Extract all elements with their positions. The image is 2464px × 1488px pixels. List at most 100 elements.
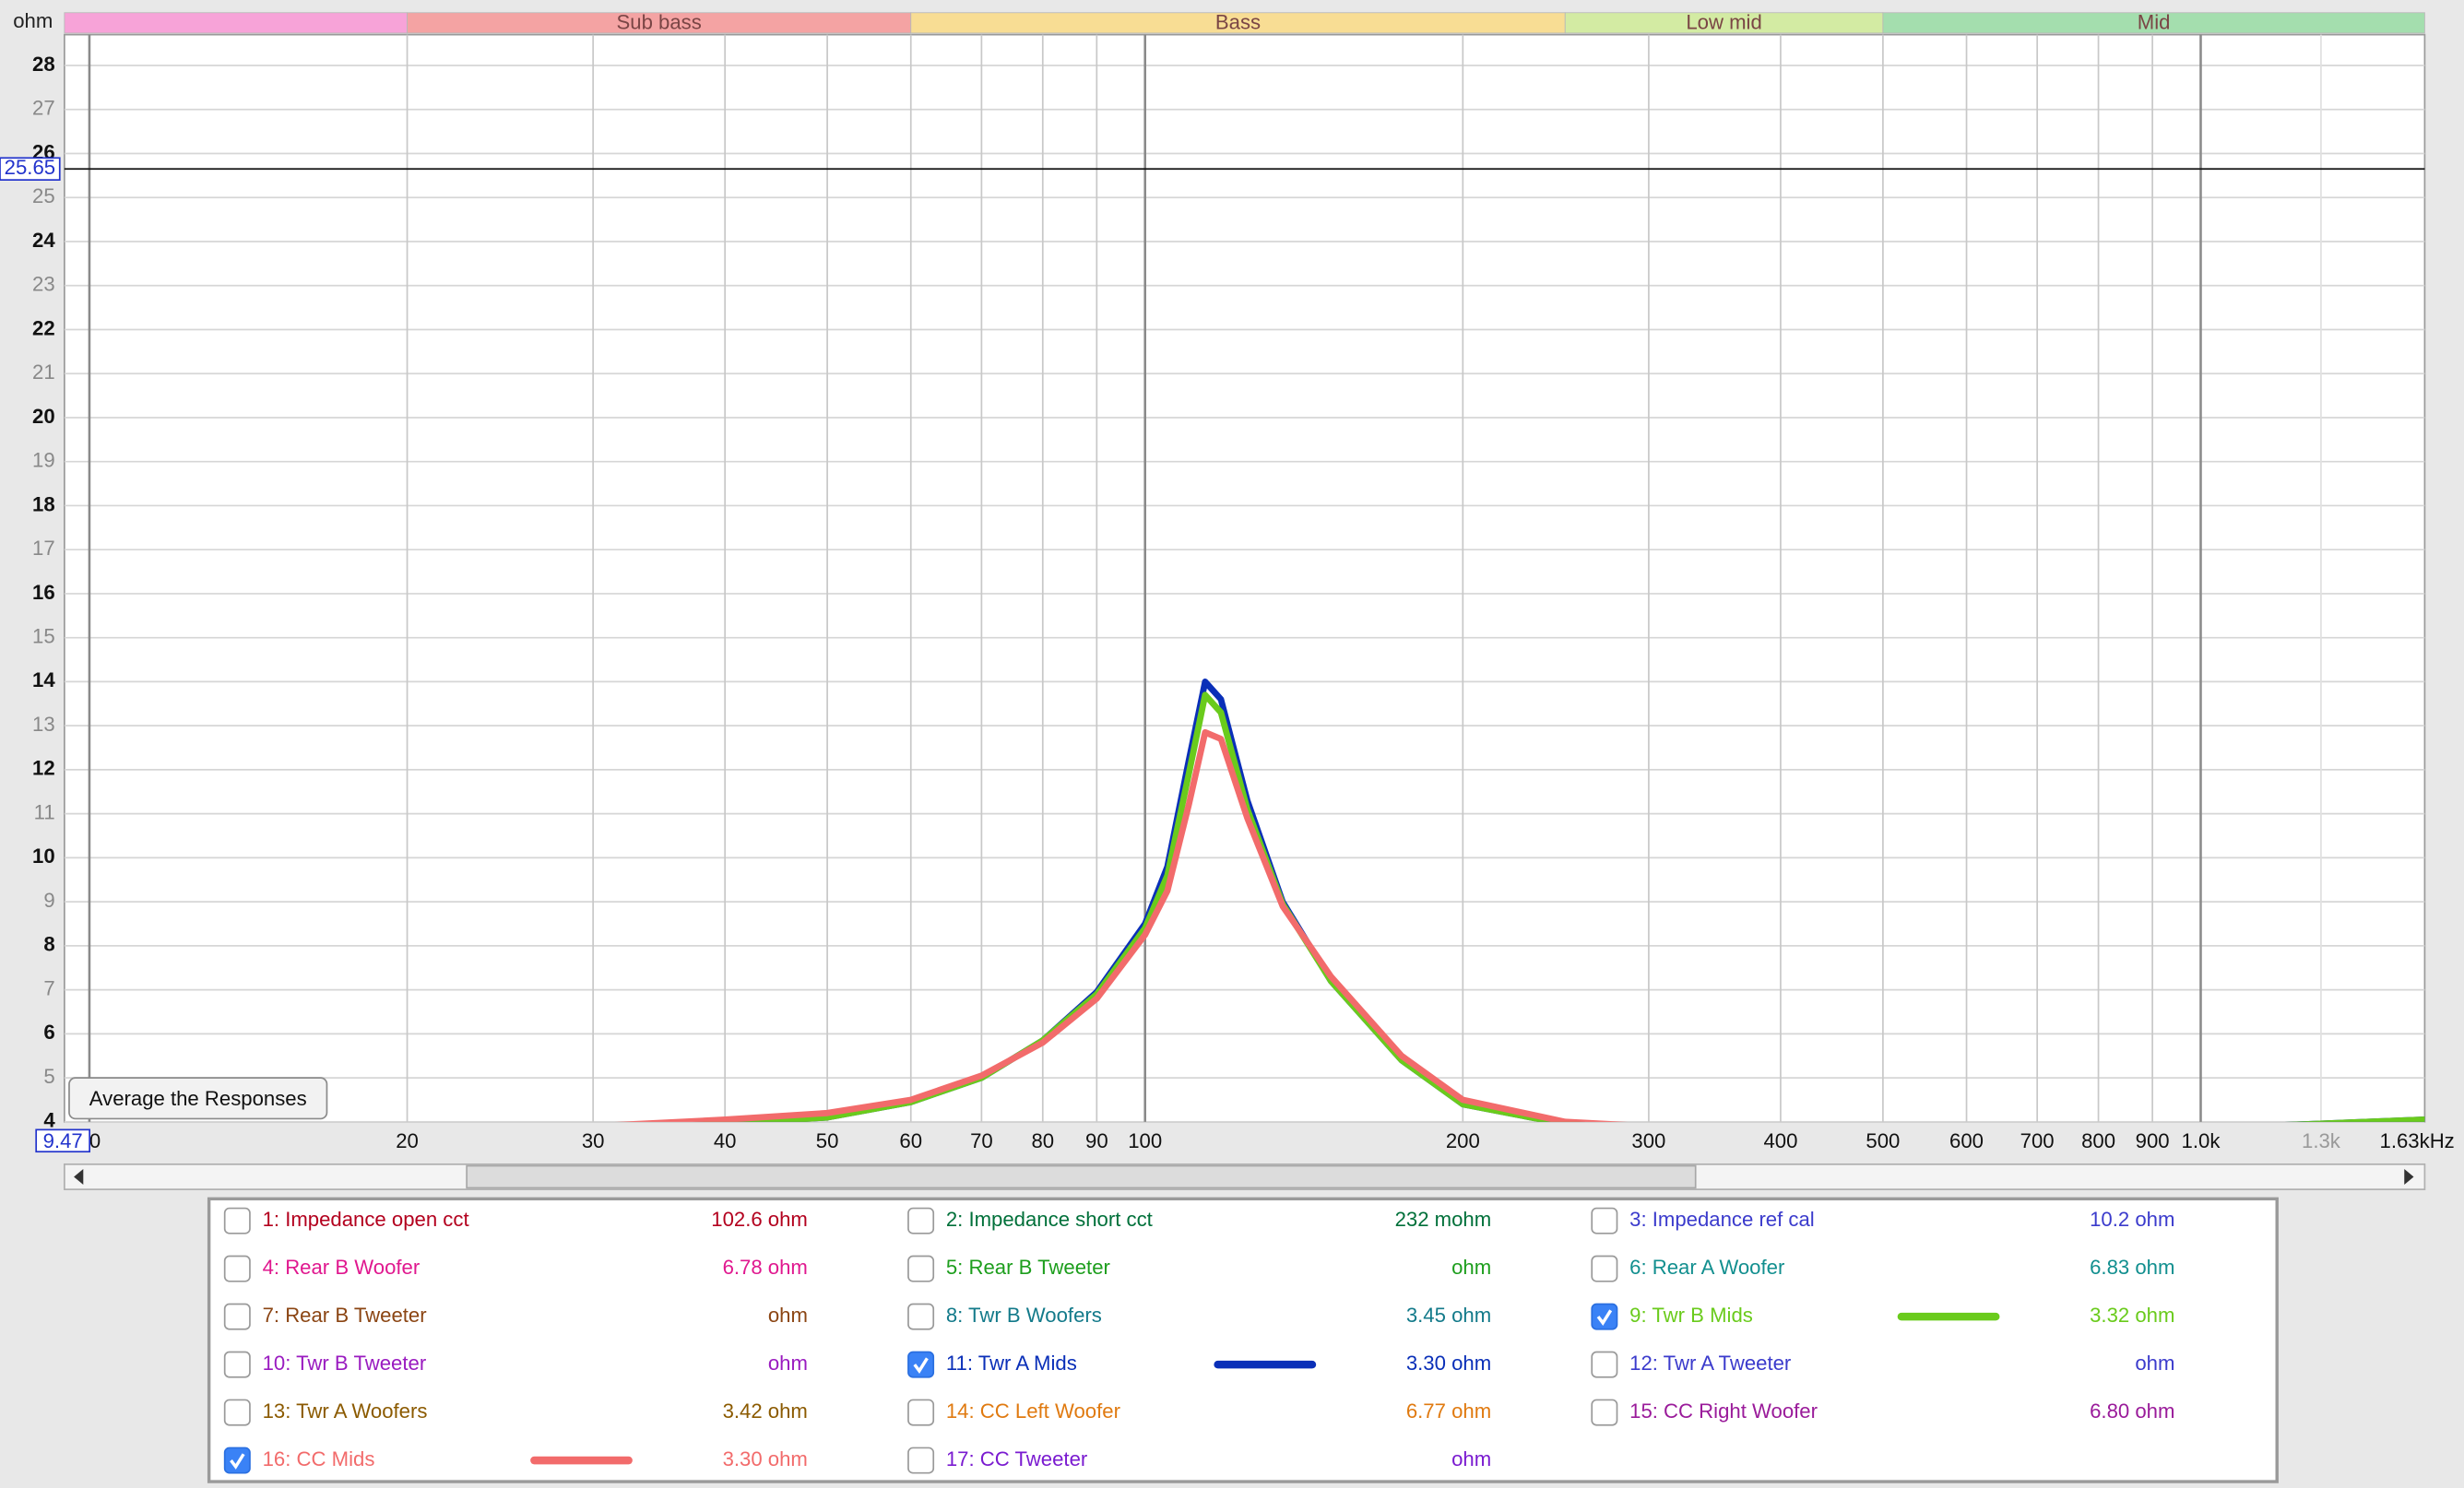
checkbox[interactable] [907,1351,935,1378]
legend-label: 13: Twr A Woofers [263,1399,428,1423]
legend-reading: 3.32 ohm [2090,1304,2174,1327]
x-tick-label: 90 [1085,1129,1108,1152]
y-tick-label: 24 [32,229,55,252]
legend-item[interactable]: 4: Rear B Woofer 6.78 ohm [223,1255,808,1282]
legend-label: 4: Rear B Woofer [263,1256,421,1279]
legend-reading: 6.80 ohm [2090,1399,2174,1423]
x-tick-label: 700 [2020,1129,2055,1152]
x-tick-label: 100 [1128,1129,1162,1152]
legend-label: 15: CC Right Woofer [1629,1399,1818,1423]
x-tick-label: 1.0k [2182,1129,2221,1152]
checkbox[interactable] [223,1255,251,1282]
grid: 4567891011121314151617181920212223242526… [32,34,2455,1152]
y-axis-label: ohm [13,9,53,32]
legend-item[interactable]: 12: Twr A Tweeter ohm [1591,1351,2174,1378]
cursor-x-box [35,1128,90,1153]
checkmark[interactable] [230,1453,245,1470]
x-tick-label: 900 [2136,1129,2170,1152]
legend-reading: 6.78 ohm [723,1256,808,1279]
cursor-x-label: 9.47 [43,1129,83,1152]
legend-item[interactable]: 10: Twr B Tweeter ohm [223,1351,808,1378]
checkbox[interactable] [1591,1303,1618,1330]
checkbox[interactable] [907,1447,935,1474]
checkbox[interactable] [1591,1255,1618,1282]
checkmark[interactable] [913,1357,929,1374]
legend-label: 1: Impedance open cct [263,1208,469,1231]
band-label: Bass [1215,11,1261,34]
legend-reading: ohm [1451,1447,1491,1470]
checkbox[interactable] [907,1399,935,1426]
legend-item[interactable]: 6: Rear A Woofer 6.83 ohm [1591,1255,2174,1282]
band-label: Low mid [1686,11,1761,34]
legend-item[interactable]: 1: Impedance open cct 102.6 ohm [223,1207,808,1234]
y-tick-label: 23 [32,273,55,296]
checkbox[interactable] [907,1303,935,1330]
x-minor-tick-label: 1.3k [2302,1129,2341,1152]
checkbox[interactable] [223,1351,251,1378]
legend-reading: 3.30 ohm [1406,1352,1491,1375]
band-label: Sub bass [616,11,701,34]
legend-item[interactable]: 14: CC Left Woofer 6.77 ohm [907,1399,1491,1426]
checkbox[interactable] [1591,1207,1618,1234]
button-frame[interactable] [68,1077,328,1120]
legend-item[interactable]: 11: Twr A Mids 3.30 ohm [907,1351,1491,1378]
legend-item[interactable]: 8: Twr B Woofers 3.45 ohm [907,1303,1491,1330]
legend-label: 2: Impedance short cct [946,1208,1153,1231]
legend-item[interactable]: 9: Twr B Mids 3.32 ohm [1591,1303,2174,1330]
cursor-y-label: 25.65 [5,156,55,179]
x-tick-label: 40 [714,1129,737,1152]
checkmark[interactable] [1596,1309,1613,1326]
checkbox[interactable] [223,1447,251,1474]
x-tick-label: 50 [816,1129,839,1152]
cursor-y-box [0,157,61,182]
y-tick-label: 13 [32,713,55,736]
overlay: Sub bass Bass Low mid Mid 25.65 9.47 [0,11,2425,1153]
scroll-right-arrow[interactable] [2404,1168,2414,1185]
legend-item[interactable]: 17: CC Tweeter ohm [907,1447,1491,1474]
x-tick-label: 1.63kHz [2380,1129,2455,1152]
y-tick-label: 10 [32,844,55,868]
legend-reading: 3.42 ohm [723,1399,808,1423]
checkbox[interactable] [223,1399,251,1426]
x-tick-label: 300 [1631,1129,1665,1152]
legend-item[interactable]: 7: Rear B Tweeter ohm [223,1303,808,1330]
legend-label: 6: Rear A Woofer [1629,1256,1784,1279]
band [1882,12,2425,34]
checkbox[interactable] [223,1303,251,1330]
button-label[interactable]: Average the Responses [89,1087,307,1110]
checkbox[interactable] [907,1255,935,1282]
x-tick-label: 800 [2081,1129,2115,1152]
legend-label: 7: Rear B Tweeter [263,1304,427,1327]
legend-item[interactable]: 15: CC Right Woofer 6.80 ohm [1591,1399,2174,1426]
legend-reading: ohm [1451,1256,1491,1279]
x-tick-label: 600 [1949,1129,1984,1152]
checkbox[interactable] [1591,1351,1618,1378]
x-tick-label: 20 [396,1129,419,1152]
checkbox[interactable] [223,1207,251,1234]
checkbox[interactable] [907,1207,935,1234]
average-button[interactable]: Average the Responses [68,1077,328,1120]
legend-label: 12: Twr A Tweeter [1629,1352,1791,1375]
legend-item[interactable]: 5: Rear B Tweeter ohm [907,1255,1491,1282]
y-tick-label: 9 [43,889,54,912]
y-tick-label: 20 [32,405,55,428]
x-tick-label: 200 [1446,1129,1480,1152]
y-tick-label: 7 [43,976,54,999]
y-tick-label: 28 [32,53,55,76]
legend-reading: 10.2 ohm [2090,1208,2174,1231]
legend-item[interactable]: 3: Impedance ref cal 10.2 ohm [1591,1207,2174,1234]
legend-item[interactable]: 13: Twr A Woofers 3.42 ohm [223,1399,808,1426]
scrollbar[interactable] [64,1163,2426,1190]
legend-item[interactable]: 16: CC Mids 3.30 ohm [223,1447,808,1474]
legend-item[interactable]: 2: Impedance short cct 232 mohm [907,1207,1492,1234]
x-tick-label: 60 [899,1129,922,1152]
legend-reading: 232 mohm [1395,1208,1492,1231]
scroll-thumb[interactable] [466,1164,1697,1189]
legend-reading: 3.45 ohm [1406,1304,1491,1327]
legend-label: 10: Twr B Tweeter [263,1352,427,1375]
curves [618,679,2425,1122]
checkbox[interactable] [1591,1399,1618,1426]
y-tick-label: 21 [32,360,55,384]
scroll-left-arrow[interactable] [74,1168,84,1185]
legend-reading: 6.77 ohm [1406,1399,1491,1423]
